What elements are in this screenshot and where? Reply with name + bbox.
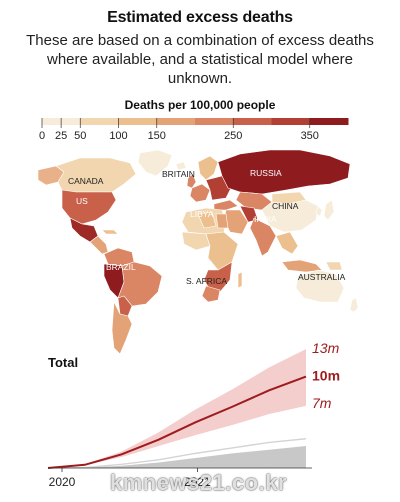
new-zealand: [349, 297, 359, 313]
australia: [295, 269, 345, 303]
papua: [325, 261, 343, 271]
legend-tick-label: 150: [148, 130, 166, 142]
russia: [217, 149, 351, 195]
iceland: [175, 161, 187, 171]
chart-total-title: Total: [48, 355, 78, 370]
caribbean: [101, 229, 119, 235]
madagascar: [237, 271, 243, 289]
legend-tick-label: 0: [39, 130, 45, 142]
brazil: [117, 261, 163, 307]
legend-title: Deaths per 100,000 people: [124, 98, 276, 112]
japan: [323, 199, 335, 221]
legend-tick-label: 25: [55, 130, 67, 142]
bolivia: [117, 295, 133, 317]
label-britain: BRITAIN: [162, 169, 195, 179]
line-series-grey: [47, 438, 307, 469]
color-legend: 0 25 50 100 150 250 350: [39, 118, 349, 142]
confidence-band: [48, 349, 306, 468]
southeast-asia: [275, 231, 299, 255]
end-label: 7m: [312, 395, 332, 411]
legend-swatch: [309, 118, 349, 125]
label-us: US: [76, 196, 88, 206]
western-europe: [189, 183, 211, 203]
x-tick-label: 2020: [49, 475, 76, 489]
legend-swatch: [156, 118, 196, 125]
legend-swatch: [195, 118, 234, 125]
scandinavia: [197, 155, 219, 181]
total-chart: 2020 2021 13m 10m 7m: [47, 340, 340, 489]
indonesia: [281, 259, 323, 273]
label-canada: CANADA: [68, 176, 104, 186]
map-labels: CANADA US BRITAIN RUSSIA CHINA LIBYA IND…: [68, 168, 346, 286]
area-series-grey: [48, 446, 306, 468]
greenland: [137, 149, 173, 177]
label-china: CHINA: [272, 201, 299, 211]
korea: [315, 205, 323, 217]
britain: [186, 173, 197, 189]
label-russia: RUSSIA: [250, 168, 282, 178]
chart-subtitle: These are based on a combination of exce…: [26, 32, 374, 87]
argentina: [111, 301, 133, 355]
end-label: 13m: [312, 340, 340, 356]
legend-swatch: [118, 118, 158, 125]
chart-title: Estimated excess deaths: [107, 9, 293, 26]
legend-swatch: [80, 118, 119, 125]
label-brazil: BRAZIL: [106, 262, 136, 272]
world-map: [37, 149, 359, 355]
legend-swatch: [271, 118, 311, 125]
label-libya: LIBYA: [190, 209, 214, 219]
libya: [197, 211, 217, 229]
west-africa: [181, 231, 211, 251]
end-label: 10m: [312, 368, 340, 384]
central-africa: [205, 231, 239, 271]
canada: [55, 157, 137, 193]
south-africa: [201, 285, 221, 303]
usa: [61, 189, 117, 225]
x-tick-label: 2021: [184, 475, 211, 489]
turkey: [213, 199, 239, 211]
legend-tick-label: 100: [109, 130, 127, 142]
line-series-central: [47, 375, 307, 469]
legend-tick-label: 350: [301, 130, 319, 142]
legend-tick-label: 250: [224, 130, 242, 142]
watermark: kmnews21.co.kr: [110, 470, 287, 495]
southern-africa: [203, 261, 233, 293]
india: [249, 217, 277, 257]
egypt: [215, 213, 229, 229]
legend-swatch: [233, 118, 272, 125]
label-s-africa: S. AFRICA: [186, 276, 227, 286]
legend-tick-label: 50: [74, 130, 86, 142]
label-india: INDIA: [254, 214, 277, 224]
label-australia: AUSTRALIA: [298, 272, 346, 282]
